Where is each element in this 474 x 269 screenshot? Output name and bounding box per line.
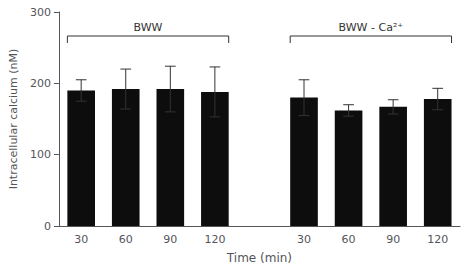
svg-text:BWW - Ca²⁺: BWW - Ca²⁺ (339, 21, 404, 34)
svg-text:30: 30 (297, 233, 311, 246)
svg-text:120: 120 (427, 233, 448, 246)
svg-text:60: 60 (342, 233, 356, 246)
svg-text:300: 300 (30, 6, 51, 19)
svg-text:Time (min): Time (min) (226, 251, 292, 265)
svg-text:60: 60 (119, 233, 133, 246)
svg-text:200: 200 (30, 77, 51, 90)
svg-text:30: 30 (74, 233, 88, 246)
svg-text:100: 100 (30, 148, 51, 161)
svg-text:BWW: BWW (134, 21, 163, 34)
svg-text:90: 90 (386, 233, 400, 246)
svg-text:0: 0 (44, 220, 51, 233)
svg-text:90: 90 (163, 233, 177, 246)
svg-text:Intracellular calcium (nM): Intracellular calcium (nM) (7, 49, 20, 190)
svg-text:120: 120 (204, 233, 225, 246)
